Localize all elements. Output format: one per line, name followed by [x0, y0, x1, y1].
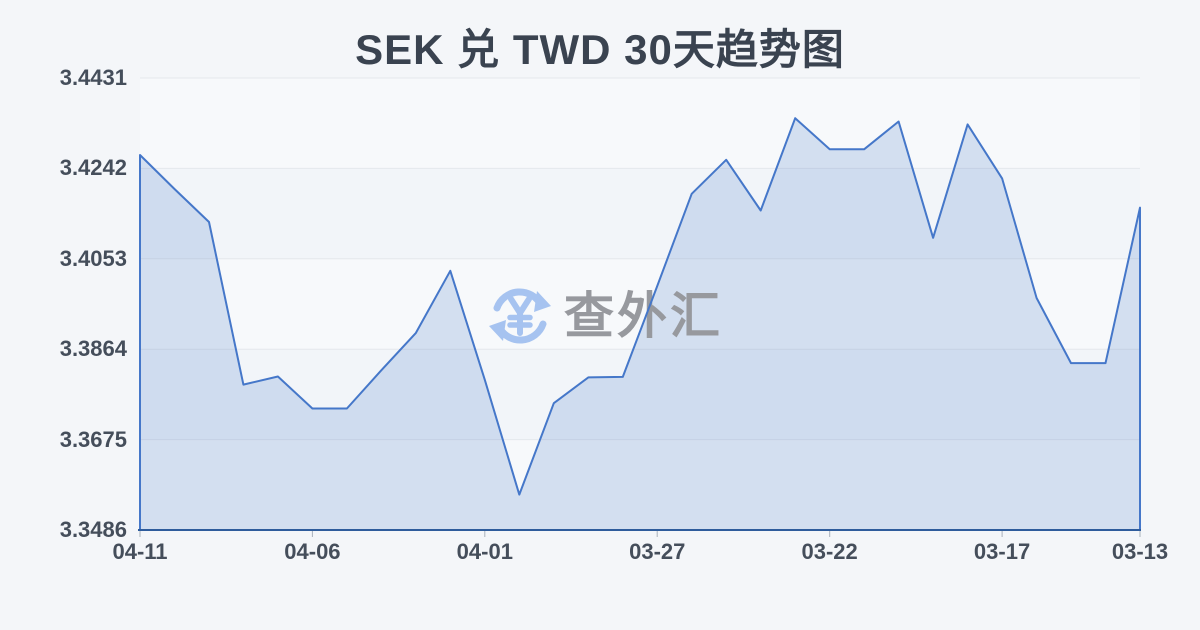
series-line [139, 117, 1141, 530]
chart-title: SEK 兑 TWD 30天趋势图 [355, 26, 845, 73]
split-area-band [140, 168, 1140, 259]
currency-exchange-refresh-icon [489, 288, 551, 344]
series-area-fill [140, 118, 1140, 530]
split-area-band [140, 78, 1140, 169]
split-area-band [140, 439, 1140, 530]
watermark-text: 查外汇 [564, 288, 723, 344]
split-area-band [140, 349, 1140, 440]
watermark: 查外汇 [489, 288, 723, 344]
